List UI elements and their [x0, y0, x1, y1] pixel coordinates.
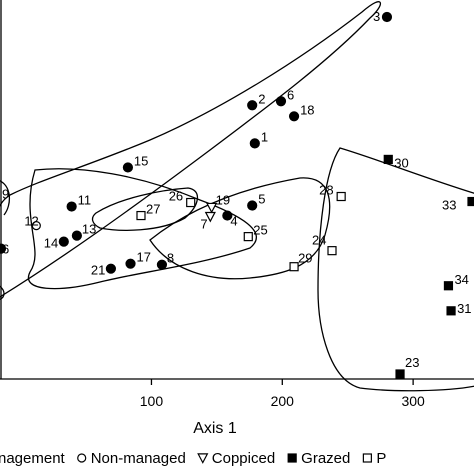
point-label-12: 12: [24, 214, 38, 229]
point-29: [289, 262, 299, 272]
hull-p: [149, 177, 331, 280]
point-12: [31, 220, 41, 231]
point-34: [443, 281, 454, 291]
series-grazed: 23 30 31 33 34: [383, 154, 474, 379]
point-label-4: 4: [230, 214, 237, 229]
point-label-3: 3: [373, 9, 380, 24]
group-outlines: [0, 1, 474, 392]
point-26: [186, 197, 196, 208]
point-label-27: 27: [146, 202, 160, 217]
point-label-2: 2: [258, 91, 265, 106]
legend-label-2: Coppiced: [212, 450, 275, 467]
point-23: [395, 369, 405, 379]
point-label-18: 18: [300, 102, 314, 117]
legend-label-0: nagement: [0, 450, 66, 467]
hull-coppiced: [91, 187, 199, 231]
point-7: [204, 211, 216, 223]
legend-marker-4: [362, 453, 372, 463]
point-label-31: 31: [457, 301, 471, 316]
legend-marker-3: [287, 453, 297, 463]
x-tick-label: 100: [140, 393, 164, 409]
point-label-23: 23: [405, 355, 419, 370]
series-non-managed: 12: [24, 214, 41, 231]
series-coppiced: 7 19: [200, 193, 230, 232]
point-24: [327, 246, 337, 256]
point-15: [122, 162, 134, 173]
point-17: [125, 258, 136, 269]
point-31: [446, 306, 456, 316]
x-axis-title: Axis 1: [193, 420, 237, 437]
point-33: [467, 196, 474, 207]
hull-non-management: [0, 1, 381, 298]
point-28: [336, 191, 346, 202]
point-label-7: 7: [200, 217, 207, 232]
point-21: [105, 263, 117, 274]
point-label-19: 19: [216, 193, 230, 208]
point-label-34: 34: [454, 272, 468, 287]
point-label-1: 1: [261, 129, 268, 144]
point-13: [71, 230, 82, 241]
legend-marker-1: [77, 453, 87, 463]
hull-non-management-lower: [27, 168, 257, 290]
series-p: 24 25 26 27 28 29: [136, 183, 346, 272]
x-tick-label: 200: [271, 393, 295, 409]
point-label-14: 14: [44, 236, 58, 251]
point-2: [247, 100, 258, 111]
point-6: [275, 96, 287, 107]
point-30: [383, 154, 393, 165]
series-non-management: 1 2 3 4 5 6 8 11 13 14 15 17 18 21: [44, 9, 393, 278]
point-label-15: 15: [134, 153, 148, 168]
legend-label-3: Grazed: [301, 450, 350, 467]
x-tick-label: 300: [401, 393, 425, 409]
point-label-28: 28: [319, 183, 333, 198]
point-11: [66, 201, 77, 212]
legend: nagement Non-managed Coppiced Grazed P: [0, 450, 386, 467]
point-label-edge-9: 9: [2, 187, 9, 202]
point-25: [243, 232, 253, 242]
point-18: [288, 111, 300, 122]
hull-grazed: [317, 147, 474, 392]
point-label-6: 6: [287, 87, 294, 102]
point-edge-6: [0, 243, 7, 254]
legend-label-1: Non-managed: [91, 450, 186, 467]
point-label-29: 29: [298, 251, 312, 266]
point-1: [249, 138, 260, 149]
point-label-8: 8: [167, 251, 174, 266]
point-27: [136, 210, 146, 221]
legend-marker-2: [197, 453, 209, 464]
point-label-33: 33: [442, 198, 456, 213]
point-label-26: 26: [169, 189, 183, 204]
point-label-24: 24: [312, 233, 326, 248]
point-4: [222, 210, 233, 221]
point-5: [247, 200, 258, 211]
point-3: [381, 11, 393, 23]
point-label-edge-6: 6: [2, 242, 9, 257]
point-label-21: 21: [91, 263, 105, 278]
point-19: [206, 202, 218, 214]
point-label-17: 17: [137, 250, 151, 265]
point-14: [58, 236, 69, 247]
point-label-13: 13: [82, 222, 96, 237]
point-8: [156, 259, 168, 270]
x-ticks: 100 200 300: [140, 379, 425, 409]
point-label-5: 5: [258, 192, 265, 207]
legend-label-4: P: [376, 450, 386, 467]
point-label-25: 25: [253, 223, 267, 238]
point-label-11: 11: [78, 193, 92, 208]
point-label-30: 30: [394, 155, 408, 170]
